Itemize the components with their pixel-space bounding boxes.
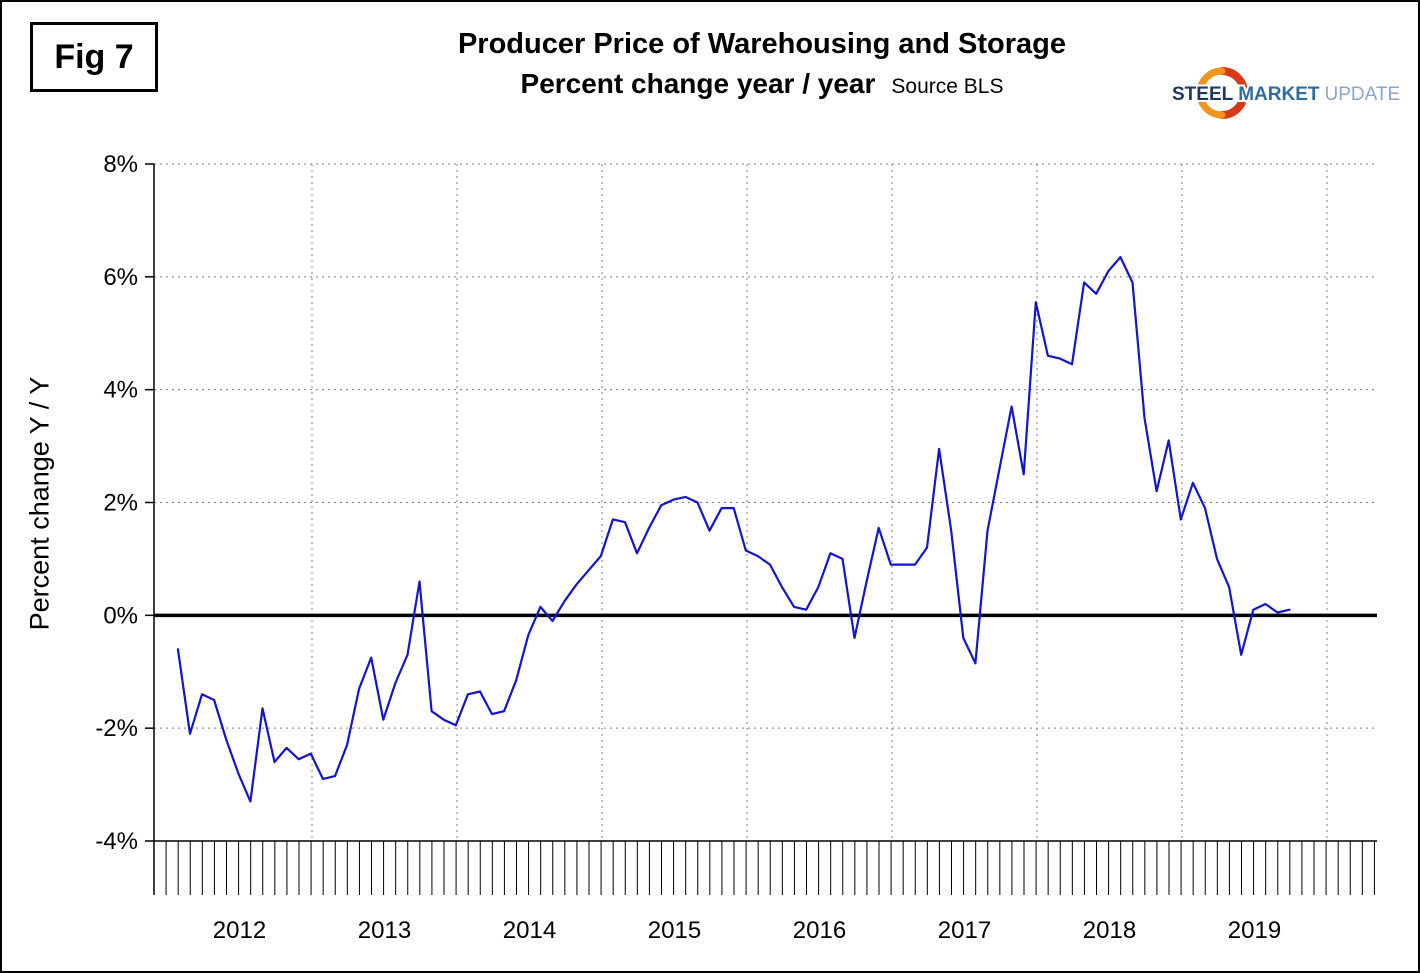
steel-market-update-logo: STEEL MARKET UPDATE (1170, 67, 1402, 119)
month-ticks (153, 841, 1375, 895)
svg-text:8%: 8% (103, 151, 138, 178)
svg-text:2%: 2% (103, 490, 138, 517)
svg-text:2019: 2019 (1228, 917, 1281, 944)
logo-word-market: MARKET (1238, 84, 1320, 105)
svg-text:2012: 2012 (213, 917, 266, 944)
logo-word-steel: STEEL (1172, 84, 1234, 105)
svg-text:2018: 2018 (1083, 917, 1136, 944)
logo-text: STEEL MARKET UPDATE (1172, 84, 1400, 105)
title-block: Producer Price of Warehousing and Storag… (162, 26, 1362, 101)
svg-text:2015: 2015 (648, 917, 701, 944)
svg-text:-4%: -4% (95, 828, 138, 855)
gridlines (154, 163, 1377, 841)
chart-title: Producer Price of Warehousing and Storag… (457, 28, 1067, 60)
svg-text:6%: 6% (103, 264, 138, 291)
axes (145, 163, 1377, 895)
y-tick-labels: 8% 6% 4% 2% 0% -2% -4% (95, 151, 138, 855)
figure-label-box: Fig 7 (30, 22, 158, 92)
logo-word-update: UPDATE (1325, 84, 1401, 105)
year-labels: 2012 2013 2014 2015 2016 2017 2018 2019 (213, 917, 1281, 944)
chart-subtitle: Percent change year / year (520, 68, 876, 100)
svg-text:2013: 2013 (358, 917, 411, 944)
logo-ring-icon (1196, 67, 1248, 119)
chart-subtitle-row: Percent change year / year Source BLS (162, 66, 1362, 101)
svg-text:2017: 2017 (938, 917, 991, 944)
figure-label: Fig 7 (54, 37, 134, 76)
svg-text:0%: 0% (103, 602, 138, 629)
svg-text:2016: 2016 (793, 917, 846, 944)
ppi-series-line (176, 256, 1291, 803)
chart-source: Source BLS (891, 75, 1004, 99)
svg-text:-2%: -2% (95, 715, 138, 742)
svg-text:2014: 2014 (503, 917, 556, 944)
svg-text:4%: 4% (103, 377, 138, 404)
